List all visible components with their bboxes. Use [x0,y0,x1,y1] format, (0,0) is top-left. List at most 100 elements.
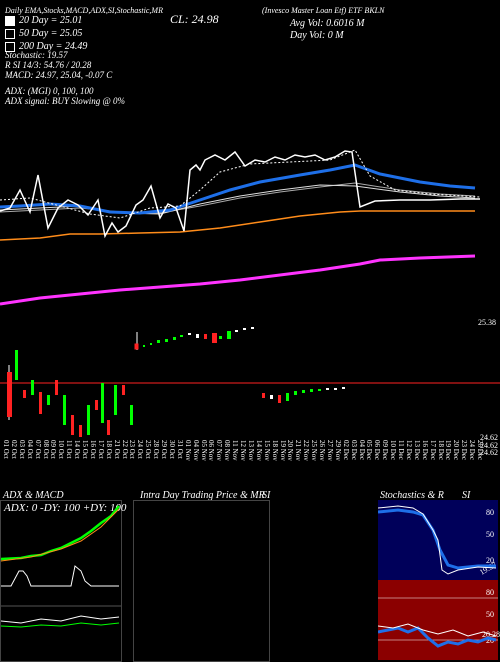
ema200-legend: 200 Day = 24.49 [5,41,87,52]
stoch-title: Stochastics & R [380,490,444,501]
date-label: 09 Dec [381,440,390,461]
day-volume: Day Vol: 0 M [290,30,344,41]
stoch-panel: 80 50 20 19.57 [378,500,498,580]
date-label: 31 Oct [175,440,184,459]
macd-line [1,565,119,587]
intraday-si-label: SI [262,490,271,501]
date-label: 12 Dec [404,440,413,461]
date-label: 15 Oct [81,440,89,459]
low-label-1: 24.62 [480,433,498,442]
date-label: 26 Nov [318,440,326,461]
adx-values: ADX: 0 -DY: 100 +DY: 100 [4,502,127,514]
ema200-label: 200 Day = 24.49 [19,41,88,52]
price-line [0,150,480,239]
stoch-tick-50: 50 [486,530,494,539]
date-label: 30 Oct [167,440,176,459]
date-label: 18 Nov [270,440,279,461]
close-price: CL: 24.98 [170,12,219,26]
stochastic-stat: Stochastic: 19.57 [5,50,68,60]
date-label: 24 Dec [468,440,477,461]
stoch-tick-20: 20 [486,556,494,565]
date-label: 29 Nov [333,440,342,461]
date-label: 03 Dec [349,440,358,461]
ema50-swatch [5,28,15,39]
date-label: 01 Nov [183,440,192,461]
rsi-tick-20: 20 [486,636,494,645]
rsi-line [378,626,497,648]
date-label: 26 Dec [476,440,484,461]
rsi-stat: R SI 14/3: 54.76 / 20.28 [5,60,92,70]
ema50-blue-line [0,163,476,215]
avg-volume: Avg Vol: 0.6016 M [290,18,365,29]
adx-orange-line [1,508,120,562]
date-label: 28 Oct [152,440,161,459]
ema200-swatch [5,41,15,52]
date-label: 02 Oct [9,440,18,459]
ema50-label: 50 Day = 25.05 [19,28,83,39]
date-label: 18 Oct [104,440,113,459]
ema-legend: 20 Day = 25.01 50 Day = 25.05 200 Day = … [5,15,87,52]
intraday-title: Intra Day Trading Price & MR [140,490,265,501]
rsi-signal-line [378,623,497,637]
macd-stat: MACD: 24.97, 25.04, -0.07 C [5,70,113,80]
ema200-line [0,210,475,241]
adx-macd-panel: ADX: 0 -DY: 100 +DY: 100 [0,500,126,662]
date-label: 21 Oct [112,440,121,459]
rsi-panel: 80 50 20 20.28 [378,580,500,660]
rsi-tick-80: 80 [486,588,494,597]
low-label-2: 24.62 [480,441,498,450]
ema50-legend: 50 Day = 25.05 [5,28,87,39]
date-label: 12 Nov [239,440,247,461]
macd-hist-line [1,622,120,628]
rsi-svg [378,597,498,648]
adx-stat: ADX: (MGI) 0, 100, 100 [5,86,94,96]
macd-signal-line [1,615,120,624]
date-label: 07 Oct [33,440,42,459]
stoch-d-line [378,505,497,575]
ema20-label: 20 Day = 25.01 [19,15,83,26]
date-label: 01 Oct [2,440,10,459]
date-label: 14 Oct [73,440,82,459]
low-label-3: 24.62 [480,448,498,457]
upper-candles [134,327,254,350]
rsi-tick-50: 50 [486,610,494,619]
date-label: 25 Nov [310,440,319,461]
date-label: 10 Dec [389,440,398,461]
stoch-k-line [378,508,496,570]
stoch-tick-80: 80 [486,508,494,517]
date-label: 17 Oct [96,440,105,459]
signal-dotted-line [0,149,481,219]
date-axis: 01 Oct 02 Oct 03 Oct 04 Oct 07 Oct 08 Oct 09 O… [0,440,500,485]
date-label: 13 Dec [412,440,421,461]
date-label: 29 Oct [160,440,168,459]
stoch-si-label: SI [462,490,471,501]
date-label: 27 Nov [325,440,334,461]
date-label: 14 Nov [254,440,263,461]
adx-macd-title: ADX & MACD [3,490,64,501]
indicator-stats: Stochastic: 19.57 R SI 14/3: 54.76 / 20.… [5,50,125,106]
ema20-legend: 20 Day = 25.01 [5,15,87,26]
date-label: 11 Dec [397,440,405,460]
date-label: 04 Nov [191,440,200,461]
date-label: 04 Oct [25,440,34,459]
date-label: 23 Dec [460,440,469,461]
date-label: 13 Nov [246,440,255,461]
date-label: 16 Dec [420,440,429,461]
adx-signal-stat: ADX signal: BUY Slowing @ 0% [5,96,126,106]
date-label: 11 Oct [65,440,74,459]
date-label: 03 Oct [17,440,26,459]
date-label: 08 Nov [223,440,232,461]
intraday-panel [133,500,270,662]
date-label: 11 Nov [231,440,240,461]
date-label: 02 Dec [341,440,350,461]
price-chart [0,149,500,437]
adx-macd-svg [1,505,121,628]
ema20-swatch [5,15,15,26]
date-label: 22 Nov [302,440,311,461]
chart-type-line: Daily EMA,Stocks,MACD,ADX,SI,Stochastic,… [5,6,163,15]
price-axis-label: 25.38 [478,318,496,327]
lower-candles [7,350,345,437]
stoch-svg [378,505,497,575]
date-label: 25 Oct [144,440,153,459]
mr-line [0,254,476,306]
